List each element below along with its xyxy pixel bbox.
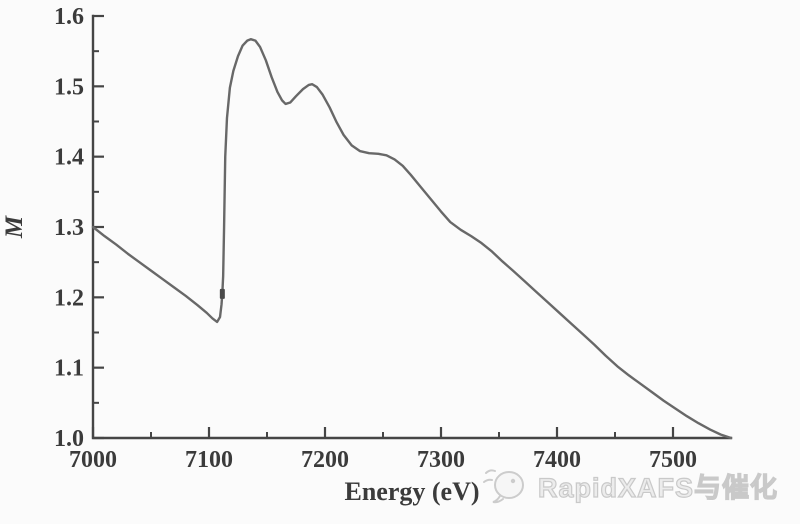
y-tick-label: 1.5 — [54, 74, 84, 100]
y-axis-title: M — [1, 215, 28, 239]
x-tick-label: 7100 — [185, 447, 233, 473]
x-tick-label: 7400 — [533, 447, 581, 473]
x-axis-title: Energy (eV) — [344, 477, 479, 506]
y-tick-label: 1.0 — [54, 426, 84, 452]
axis-lines — [91, 14, 733, 440]
x-tick-label: 7200 — [301, 447, 349, 473]
edge-glitch-point — [219, 288, 225, 299]
x-tick-label: 7300 — [417, 447, 465, 473]
y-tick-label: 1.4 — [54, 145, 84, 171]
y-tick-label: 1.1 — [54, 356, 84, 382]
spectrum-curve — [91, 38, 733, 440]
y-tick-label: 1.6 — [54, 4, 84, 30]
y-tick-label: 1.2 — [54, 285, 84, 311]
x-tick-label: 7000 — [69, 447, 117, 473]
x-tick-label: 7500 — [649, 447, 697, 473]
y-tick-label: 1.3 — [54, 215, 84, 241]
